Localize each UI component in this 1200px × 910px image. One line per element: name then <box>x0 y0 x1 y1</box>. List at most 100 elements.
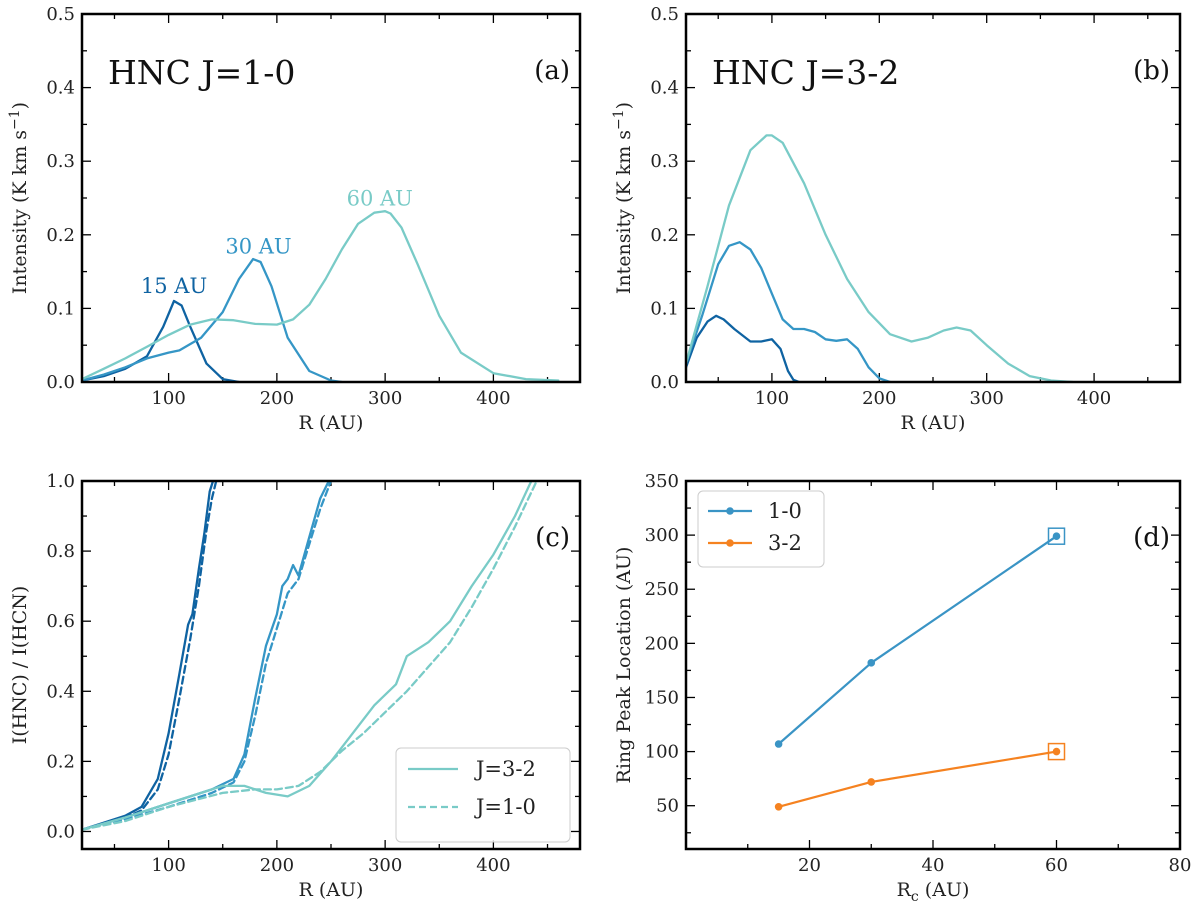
x-axis-label: R (AU) <box>299 879 364 901</box>
axes-frame <box>80 479 582 851</box>
x-tick-label: 200 <box>260 855 294 876</box>
y-tick-label: 0.1 <box>650 298 679 319</box>
y-tick-label: 0.4 <box>650 78 679 99</box>
data-point <box>867 778 876 786</box>
legend-box <box>395 747 571 843</box>
series-annotation: 15 AU <box>141 274 207 298</box>
x-tick-label: 100 <box>755 388 789 409</box>
legend-marker <box>726 507 734 515</box>
panel-a: 100 200 300 400 0.0 0.1 0.2 0.3 0.4 0.5 R (AU) Inte… <box>7 4 582 434</box>
axes-frame <box>684 479 1182 851</box>
panel-b: 100 200 300 400 0.0 0.1 0.2 0.3 0.4 0.5 R (AU) Inte… <box>611 4 1182 434</box>
panel-title: HNC J=3-2 <box>712 53 899 92</box>
x-tick-label: 60 <box>1045 855 1068 876</box>
y-tick-label: 0.3 <box>46 151 75 172</box>
y-axis-label: Ring Peak Location (AU) <box>613 547 635 784</box>
x-tick-label: 100 <box>151 388 185 409</box>
y-axis-label: Intensity (K km s−1) <box>611 102 635 294</box>
x-tick-label: 200 <box>260 388 294 409</box>
data-point <box>1052 747 1061 756</box>
series-line-5 <box>82 481 538 831</box>
series-line-2 <box>686 134 1074 382</box>
y-tick-label: 0.6 <box>46 611 75 632</box>
x-tick-label: 200 <box>862 388 896 409</box>
y-tick-label: 0.0 <box>650 372 679 393</box>
x-tick-label: 100 <box>151 855 185 876</box>
axes-frame <box>80 12 582 384</box>
y-axis-label: I(HNC) / I(HCN) <box>9 586 31 745</box>
legend-label: J=1-0 <box>474 795 536 819</box>
y-tick-label: 0.2 <box>46 225 75 246</box>
legend-label: 3-2 <box>768 531 802 555</box>
data-point <box>1052 532 1061 540</box>
y-tick-label: 1.0 <box>46 471 75 492</box>
series-line-4 <box>82 481 533 831</box>
y-tick-label: 0.2 <box>46 751 75 772</box>
series-line-0 <box>777 535 1058 746</box>
data-point <box>774 740 783 748</box>
plot-area <box>82 210 560 382</box>
y-tick-label: 50 <box>656 796 679 817</box>
y-tick-label: 250 <box>645 579 679 600</box>
y-tick-label: 150 <box>645 687 679 708</box>
y-tick-label: 100 <box>645 742 679 763</box>
panel-label: (b) <box>1133 56 1170 86</box>
y-tick-label: 350 <box>645 471 679 492</box>
series-line-1 <box>777 750 1058 808</box>
y-tick-label: 0.2 <box>650 225 679 246</box>
series-line-3 <box>82 481 333 831</box>
series-line-1 <box>82 481 218 831</box>
data-point <box>774 802 783 811</box>
panel-label: (d) <box>1133 523 1170 553</box>
y-tick-label: 0.0 <box>46 821 75 842</box>
series-annotation: 60 AU <box>347 187 413 211</box>
series-line-0 <box>82 481 215 831</box>
legend-box <box>697 490 825 568</box>
y-tick-label: 0.0 <box>46 372 75 393</box>
x-tick-label: 400 <box>476 388 510 409</box>
x-tick-label: 40 <box>922 855 945 876</box>
x-tick-label: 300 <box>368 855 402 876</box>
x-tick-label: 300 <box>368 388 402 409</box>
y-tick-label: 200 <box>645 633 679 654</box>
series-line-0 <box>686 314 800 382</box>
legend-marker <box>726 539 734 547</box>
panel-c: 100 200 300 400 0.0 0.2 0.4 0.6 0.8 1.0 R (AU) I(HN… <box>9 471 582 901</box>
series-line-1 <box>82 257 343 382</box>
y-tick-label: 0.3 <box>650 151 679 172</box>
series-line-2 <box>82 210 560 382</box>
highlight-box <box>1047 742 1066 761</box>
y-tick-label: 0.5 <box>46 4 75 25</box>
x-tick-label: 20 <box>798 855 821 876</box>
y-tick-label: 300 <box>645 525 679 546</box>
x-axis-label: Rc (AU) <box>897 879 970 905</box>
panel-label: (a) <box>534 56 570 86</box>
x-tick-label: 80 <box>1169 855 1192 876</box>
y-tick-label: 0.5 <box>650 4 679 25</box>
y-tick-label: 0.8 <box>46 541 75 562</box>
highlight-box <box>1047 527 1066 545</box>
x-tick-label: 300 <box>970 388 1004 409</box>
plot-area <box>686 134 1074 382</box>
legend-label: 1-0 <box>768 499 802 523</box>
y-tick-label: 0.1 <box>46 298 75 319</box>
x-tick-label: 400 <box>476 855 510 876</box>
x-axis-label: R (AU) <box>901 412 966 434</box>
y-axis-label: Intensity (K km s−1) <box>7 102 31 294</box>
series-annotation: 30 AU <box>225 234 291 258</box>
panel-label: (c) <box>535 523 570 553</box>
plot-area <box>82 481 538 831</box>
x-axis-label: R (AU) <box>299 412 364 434</box>
panel-title: HNC J=1-0 <box>108 53 295 92</box>
series-line-1 <box>686 241 892 382</box>
axes-frame <box>684 12 1182 384</box>
plot-area <box>774 527 1066 811</box>
y-tick-label: 0.4 <box>46 681 75 702</box>
panel-d: 20 40 60 80 50 100 150 200 250 300 350 Rc (AU) Ring … <box>613 471 1191 905</box>
x-tick-label: 400 <box>1077 388 1111 409</box>
legend-label: J=3-2 <box>474 757 536 781</box>
data-point <box>867 659 876 667</box>
y-tick-label: 0.4 <box>46 78 75 99</box>
series-line-0 <box>82 299 241 382</box>
